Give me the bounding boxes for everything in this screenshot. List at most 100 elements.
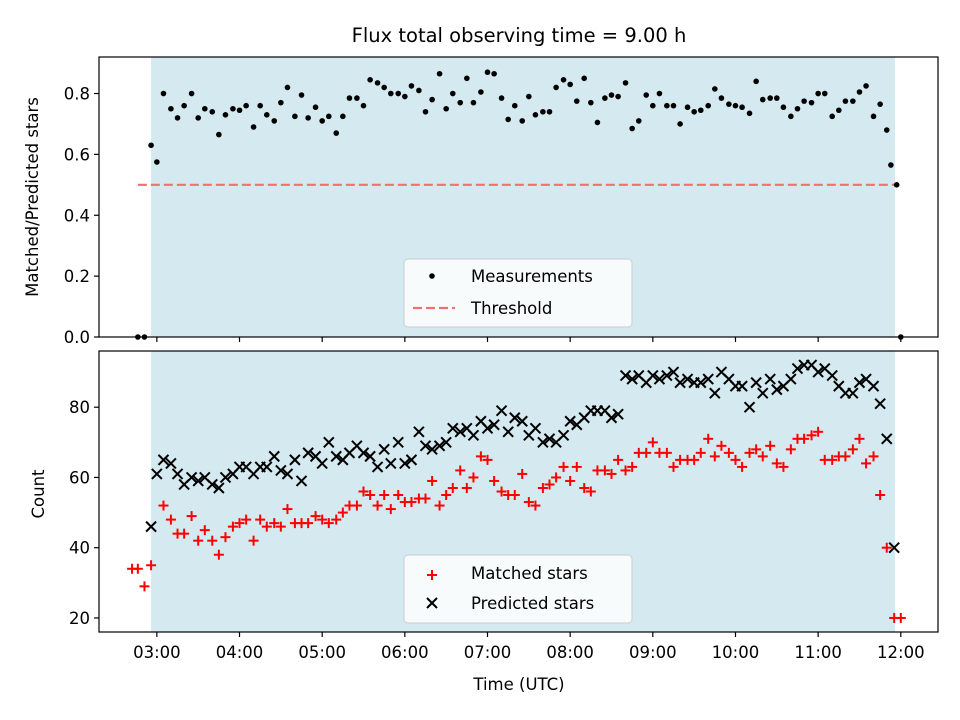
data-point — [185, 471, 198, 484]
data-point — [323, 518, 334, 529]
data-point — [429, 96, 435, 103]
data-point — [626, 373, 638, 385]
series-measurements — [135, 69, 904, 340]
top-y-axis-label: Matched/Predicted stars — [23, 97, 42, 297]
data-point — [785, 373, 797, 385]
data-point — [331, 514, 342, 525]
data-point — [199, 525, 210, 536]
data-point — [581, 75, 588, 82]
data-point — [319, 118, 325, 124]
data-point — [281, 468, 294, 480]
data-point — [192, 475, 204, 487]
data-point — [883, 127, 890, 133]
legend-predicted-marker — [426, 597, 438, 609]
data-point — [744, 447, 755, 458]
data-point — [371, 461, 384, 473]
data-point — [653, 373, 666, 385]
y-tick-label: 20 — [69, 609, 90, 628]
data-point — [132, 563, 143, 574]
data-point — [498, 95, 505, 101]
data-point — [799, 433, 810, 444]
data-point — [691, 108, 697, 115]
data-point — [612, 408, 624, 420]
data-point — [484, 69, 491, 76]
data-point — [408, 83, 415, 89]
data-point — [234, 518, 245, 529]
legend-predicted-label: Predicted stars — [471, 594, 594, 613]
data-point — [523, 497, 534, 508]
data-point — [801, 98, 807, 104]
data-point — [464, 75, 470, 82]
data-point — [346, 95, 353, 101]
data-point — [457, 99, 464, 106]
data-point — [378, 443, 390, 456]
data-point — [278, 99, 284, 106]
data-point — [505, 116, 511, 123]
bottom-legend: Matched stars Predicted stars — [403, 554, 633, 624]
data-point — [544, 479, 555, 490]
data-point — [656, 90, 663, 97]
data-point — [867, 380, 880, 392]
data-point — [840, 451, 851, 462]
y-tick-label: 0.2 — [64, 267, 90, 286]
data-point — [186, 511, 197, 522]
data-point — [284, 84, 291, 91]
data-point — [788, 113, 794, 120]
data-point — [495, 405, 508, 417]
data-point — [620, 465, 631, 476]
y-tick-label: 40 — [69, 539, 90, 558]
data-point — [385, 504, 396, 515]
data-point — [619, 369, 632, 382]
data-point — [496, 486, 507, 497]
data-point — [511, 102, 518, 109]
data-point — [812, 366, 824, 378]
data-point — [791, 362, 804, 375]
data-point — [647, 369, 659, 382]
data-point — [434, 500, 445, 511]
top-legend-box — [403, 258, 633, 328]
data-point — [275, 464, 287, 477]
data-point — [461, 482, 472, 493]
data-point — [188, 90, 195, 97]
top-y-ticks: 0.0 0.2 0.4 0.6 0.8 — [64, 85, 99, 347]
x-tick-label: 11:00 — [794, 643, 842, 662]
data-point — [475, 451, 486, 462]
data-point — [606, 468, 617, 479]
data-point — [269, 518, 280, 529]
data-point — [622, 80, 629, 86]
data-point — [778, 461, 789, 472]
data-point — [405, 454, 418, 466]
data-point — [509, 412, 521, 424]
data-point — [181, 102, 187, 109]
series-predicted-stars — [145, 359, 900, 554]
data-point — [627, 461, 638, 472]
data-point — [736, 380, 748, 392]
data-point — [863, 83, 869, 89]
data-point — [416, 87, 422, 94]
data-point — [160, 90, 167, 97]
data-point — [516, 415, 528, 427]
x-axis-label: Time (UTC) — [472, 675, 564, 694]
data-point — [588, 99, 594, 106]
data-point — [723, 447, 734, 458]
data-point — [158, 500, 169, 511]
data-point — [351, 500, 362, 511]
data-point — [364, 450, 376, 463]
data-point — [455, 465, 466, 476]
data-point — [509, 490, 520, 501]
data-point — [718, 95, 725, 101]
data-point — [419, 440, 432, 452]
data-point — [139, 581, 150, 592]
data-point — [856, 89, 863, 95]
data-point — [271, 118, 278, 124]
data-point — [551, 472, 562, 483]
data-point — [402, 93, 408, 100]
data-point — [532, 112, 539, 118]
data-point — [482, 454, 493, 465]
data-point — [526, 93, 532, 100]
data-point — [888, 541, 900, 554]
data-point — [230, 105, 236, 112]
data-point — [420, 493, 431, 504]
data-point — [689, 454, 700, 465]
